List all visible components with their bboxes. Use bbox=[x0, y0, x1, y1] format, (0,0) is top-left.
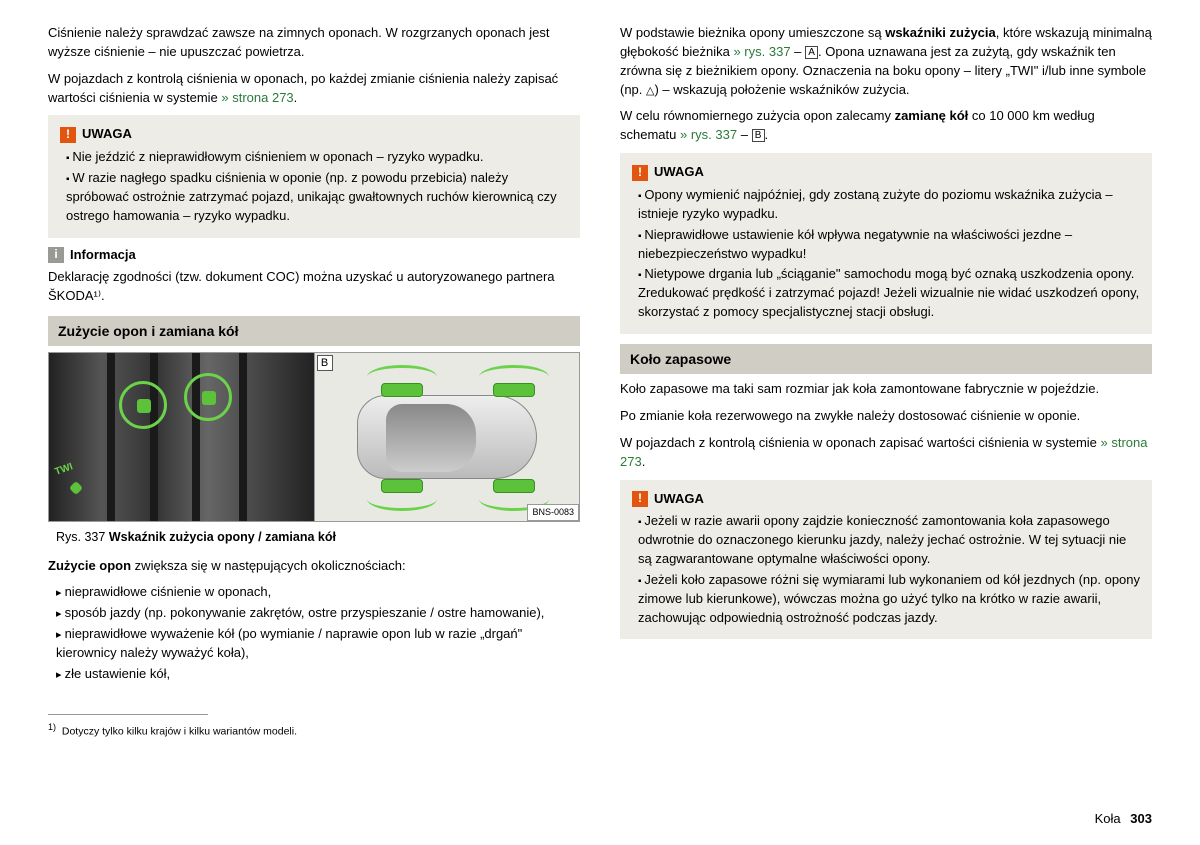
list-item: sposób jazdy (np. pokonywanie zakrętów, … bbox=[56, 604, 580, 623]
info-icon: i bbox=[48, 247, 64, 263]
para: Ciśnienie należy sprawdzać zawsze na zim… bbox=[48, 24, 580, 62]
warning-icon: ! bbox=[632, 165, 648, 181]
page-footer: Koła 303 bbox=[1095, 810, 1152, 829]
warning-icon: ! bbox=[632, 491, 648, 507]
car-illustration bbox=[357, 395, 537, 479]
text-bold: Zużycie opon bbox=[48, 558, 131, 573]
para: Deklarację zgodności (tzw. dokument COC)… bbox=[48, 268, 580, 306]
para: W pojazdach z kontrolą ciśnienia w opona… bbox=[620, 434, 1152, 472]
callout-title: ! UWAGA bbox=[632, 490, 1140, 509]
text: W pojazdach z kontrolą ciśnienia w opona… bbox=[620, 435, 1101, 450]
tire-illustration: TWI bbox=[49, 353, 314, 521]
text-bold: wskaźniki zużycia bbox=[885, 25, 996, 40]
box-letter-a: A bbox=[805, 46, 818, 59]
callout-list: Nie jeździć z nieprawidłowym ciśnieniem … bbox=[60, 148, 568, 225]
list-item: Nieprawidłowe ustawienie kół wpływa nega… bbox=[638, 226, 1140, 264]
para: Po zmianie koła rezerwowego na zwykłe na… bbox=[620, 407, 1152, 426]
callout-list: Jeżeli w razie awarii opony zajdzie koni… bbox=[632, 512, 1140, 627]
section-header-spare: Koło zapasowe bbox=[620, 344, 1152, 374]
figure-panel-a: A TWI bbox=[49, 353, 315, 521]
para: W celu równomiernego zużycia opon zaleca… bbox=[620, 107, 1152, 145]
list-item: Nietypowe drgania lub „ściąganie" samoch… bbox=[638, 265, 1140, 322]
list-item: złe ustawienie kół, bbox=[56, 665, 580, 684]
text: – bbox=[737, 127, 751, 142]
text: zwiększa się w następujących okolicznośc… bbox=[131, 558, 406, 573]
warning-callout: ! UWAGA Jeżeli w razie awarii opony zajd… bbox=[620, 480, 1152, 640]
callout-list: Opony wymienić najpóźniej, gdy zostaną z… bbox=[632, 186, 1140, 322]
para: W pojazdach z kontrolą ciśnienia w opona… bbox=[48, 70, 580, 108]
callout-label: UWAGA bbox=[654, 490, 704, 509]
text-bold: zamianę kół bbox=[895, 108, 969, 123]
page-columns: Ciśnienie należy sprawdzać zawsze na zim… bbox=[48, 24, 1152, 740]
list-item: Jeżeli w razie awarii opony zajdzie koni… bbox=[638, 512, 1140, 569]
para: Zużycie opon zwiększa się w następującyc… bbox=[48, 557, 580, 576]
link-page-273[interactable]: » strona 273 bbox=[221, 90, 293, 105]
warning-icon: ! bbox=[60, 127, 76, 143]
text: W celu równomiernego zużycia opon zaleca… bbox=[620, 108, 895, 123]
footnote-rule bbox=[48, 714, 208, 715]
text: W podstawie bieżnika opony umieszczone s… bbox=[620, 25, 885, 40]
callout-label: UWAGA bbox=[654, 163, 704, 182]
text: W pojazdach z kontrolą ciśnienia w opona… bbox=[48, 71, 558, 105]
list-item: Opony wymienić najpóźniej, gdy zostaną z… bbox=[638, 186, 1140, 224]
panel-label: B bbox=[317, 355, 333, 371]
text: ) – wskazują położenie wskaźników zużyci… bbox=[654, 82, 909, 97]
para: W podstawie bieżnika opony umieszczone s… bbox=[620, 24, 1152, 99]
caption-prefix: Rys. 337 bbox=[56, 530, 109, 544]
text: – bbox=[791, 44, 805, 59]
figure-caption: Rys. 337 Wskaźnik zużycia opony / zamian… bbox=[56, 528, 580, 546]
page-number: 303 bbox=[1130, 811, 1152, 826]
twi-label: TWI bbox=[53, 461, 75, 481]
warning-callout: ! UWAGA Opony wymienić najpóźniej, gdy z… bbox=[620, 153, 1152, 334]
warning-callout: ! UWAGA Nie jeździć z nieprawidłowym ciś… bbox=[48, 115, 580, 237]
list-item: W razie nagłego spadku ciśnienia w oponi… bbox=[66, 169, 568, 226]
section-header-wear: Zużycie opon i zamiana kół bbox=[48, 316, 580, 346]
callout-title: ! UWAGA bbox=[632, 163, 1140, 182]
callout-label: UWAGA bbox=[82, 125, 132, 144]
right-column: W podstawie bieżnika opony umieszczone s… bbox=[620, 24, 1152, 740]
list-item: Jeżeli koło zapasowe różni się wymiarami… bbox=[638, 571, 1140, 628]
footer-section: Koła bbox=[1095, 811, 1121, 826]
text: . bbox=[765, 127, 769, 142]
list-item: nieprawidłowe wyważenie kół (po wymianie… bbox=[56, 625, 580, 663]
list-item: nieprawidłowe ciśnienie w oponach, bbox=[56, 583, 580, 602]
callout-title: ! UWAGA bbox=[60, 125, 568, 144]
callout-label: Informacja bbox=[70, 246, 136, 265]
callout-title: i Informacja bbox=[48, 246, 580, 265]
info-block: i Informacja Deklarację zgodności (tzw. … bbox=[48, 246, 580, 307]
list-item: Nie jeździć z nieprawidłowym ciśnieniem … bbox=[66, 148, 568, 167]
wear-causes-list: nieprawidłowe ciśnienie w oponach, sposó… bbox=[48, 583, 580, 684]
figure-panel-b: B BNS-0083 bbox=[315, 353, 580, 521]
left-column: Ciśnienie należy sprawdzać zawsze na zim… bbox=[48, 24, 580, 740]
footnote-text: Dotyczy tylko kilku krajów i kilku waria… bbox=[62, 725, 297, 737]
figure-code: BNS-0083 bbox=[527, 504, 579, 521]
link-fig-337[interactable]: » rys. 337 bbox=[680, 127, 737, 142]
link-fig-337[interactable]: » rys. 337 bbox=[733, 44, 790, 59]
box-letter-b: B bbox=[752, 129, 765, 142]
caption-title: Wskaźnik zużycia opony / zamiana kół bbox=[109, 530, 336, 544]
footnote: 1) Dotyczy tylko kilku krajów i kilku wa… bbox=[48, 721, 580, 740]
figure-337: A TWI B bbox=[48, 352, 580, 522]
para: Koło zapasowe ma taki sam rozmiar jak ko… bbox=[620, 380, 1152, 399]
